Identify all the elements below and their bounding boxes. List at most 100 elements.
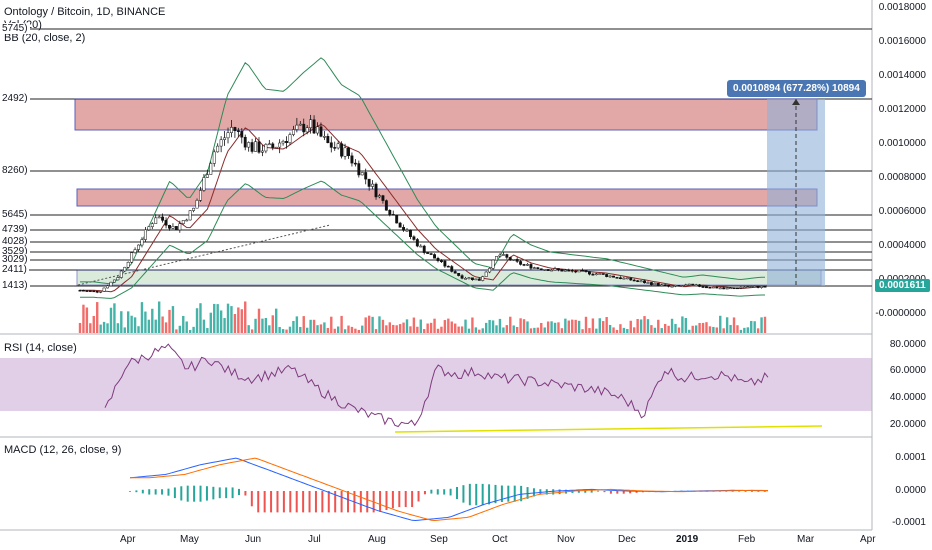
time-axis-label: Apr bbox=[860, 534, 876, 545]
level-label: 8260) bbox=[0, 165, 30, 176]
volume-bars bbox=[78, 301, 767, 333]
macd-histogram-bar bbox=[597, 490, 600, 492]
candle-body bbox=[453, 271, 457, 274]
volume-bar bbox=[319, 324, 323, 333]
volume-bar bbox=[581, 329, 584, 333]
volume-bar bbox=[505, 325, 509, 333]
macd-histogram-bar bbox=[359, 491, 362, 513]
macd-histogram-bar bbox=[135, 490, 138, 493]
volume-bar bbox=[553, 322, 557, 333]
candle-body bbox=[433, 254, 436, 259]
candle-body bbox=[209, 163, 213, 175]
volume-bar bbox=[612, 327, 615, 333]
candle-body bbox=[419, 245, 423, 248]
volume-bar bbox=[374, 329, 378, 333]
time-axis-label: Nov bbox=[557, 534, 575, 545]
volume-bar bbox=[450, 321, 453, 333]
time-axis-label: Jun bbox=[245, 534, 262, 545]
candle-body bbox=[312, 119, 316, 134]
candle-body bbox=[756, 285, 760, 288]
candle-body bbox=[291, 129, 295, 135]
candle-body bbox=[715, 286, 719, 289]
volume-bar bbox=[402, 322, 405, 333]
candle-body bbox=[164, 220, 168, 226]
candle-body bbox=[450, 266, 454, 272]
candle-body bbox=[371, 183, 375, 187]
volume-bar bbox=[171, 306, 175, 333]
volume-bar bbox=[670, 318, 674, 333]
volume-bar bbox=[457, 326, 460, 333]
candle-body bbox=[288, 134, 292, 143]
macd-histogram-bar bbox=[295, 491, 298, 513]
candle-body bbox=[205, 174, 209, 178]
macd-histogram-bar bbox=[257, 491, 260, 513]
macd-histogram-bar bbox=[494, 484, 497, 504]
level-label: 3529) bbox=[0, 246, 30, 257]
volume-bar bbox=[484, 322, 488, 333]
rsi-path bbox=[104, 343, 769, 428]
candle-body bbox=[333, 147, 337, 149]
macd-histogram-bar bbox=[577, 490, 580, 493]
macd-histogram-bar bbox=[629, 491, 632, 494]
candle-body bbox=[381, 195, 385, 201]
candle-body bbox=[725, 287, 729, 290]
volume-bar bbox=[608, 324, 612, 333]
volume-bar bbox=[182, 315, 185, 333]
candle-body bbox=[233, 127, 237, 132]
volume-bar bbox=[233, 314, 237, 333]
macd-histogram-bar bbox=[417, 491, 420, 502]
macd-histogram-bar bbox=[552, 489, 555, 495]
candle-body bbox=[109, 281, 113, 287]
candle-body bbox=[643, 280, 646, 284]
candle-body bbox=[543, 269, 547, 271]
volume-bar bbox=[753, 321, 756, 333]
volume-bar bbox=[519, 318, 522, 333]
macd-histogram-bar bbox=[584, 490, 587, 493]
macd-histogram-bar bbox=[314, 491, 317, 513]
macd-histogram-bar bbox=[411, 491, 414, 508]
level-label: 5745) bbox=[0, 23, 30, 34]
volume-bar bbox=[412, 317, 416, 333]
candle-body bbox=[536, 267, 540, 269]
macd-histogram-bar bbox=[532, 488, 535, 497]
volume-bar bbox=[732, 317, 736, 333]
candle-body bbox=[367, 178, 371, 187]
candle-body bbox=[691, 283, 695, 286]
volume-bar bbox=[178, 325, 182, 333]
volume-bar bbox=[522, 319, 526, 333]
macd-axis-label: -0.0001 bbox=[892, 517, 926, 528]
candle-body bbox=[577, 270, 581, 273]
volume-bar bbox=[96, 302, 99, 333]
bb-basis bbox=[80, 123, 765, 293]
candle-body bbox=[322, 136, 326, 138]
candle-body bbox=[374, 183, 378, 198]
volume-bar bbox=[540, 322, 543, 333]
volume-bar bbox=[278, 326, 281, 333]
volume-bar bbox=[299, 326, 302, 333]
rsi-legend: RSI (14, close) bbox=[4, 342, 77, 354]
candle-body bbox=[360, 172, 364, 176]
volume-bar bbox=[175, 329, 178, 333]
macd-histogram-bar bbox=[436, 489, 439, 495]
level-label: 1413) bbox=[0, 280, 30, 291]
volume-bar bbox=[509, 316, 512, 333]
candle-body bbox=[92, 290, 96, 293]
volume-bar bbox=[357, 329, 361, 333]
macd-histogram-bar bbox=[250, 491, 253, 507]
volume-bar bbox=[419, 319, 422, 333]
macd-histogram-bar bbox=[141, 489, 144, 494]
candle-body bbox=[508, 257, 512, 261]
macd-histogram-bar bbox=[366, 491, 369, 513]
candle-body bbox=[763, 286, 767, 288]
candle-body bbox=[470, 277, 474, 281]
candle-body bbox=[123, 266, 127, 272]
price-axis-label: 0.0012000 bbox=[878, 104, 926, 115]
candle-body bbox=[260, 150, 264, 153]
volume-bar bbox=[639, 319, 643, 333]
macd-histogram-bar bbox=[398, 491, 401, 508]
level-label: 5645) bbox=[0, 209, 30, 220]
volume-bar bbox=[584, 316, 588, 333]
candle-body bbox=[81, 289, 85, 292]
volume-bar bbox=[653, 327, 657, 333]
